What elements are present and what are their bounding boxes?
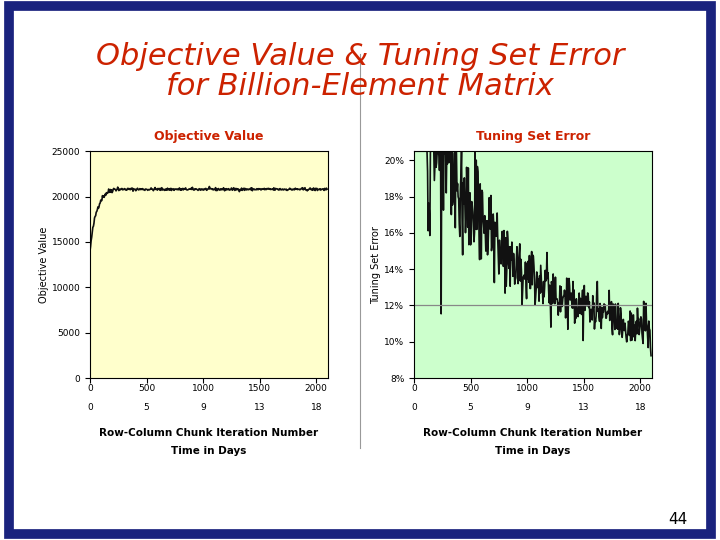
Text: 0: 0 <box>87 403 93 412</box>
Text: Tuning Set Error: Tuning Set Error <box>476 130 590 143</box>
Y-axis label: Tuning Set Error: Tuning Set Error <box>372 226 382 303</box>
Text: 0: 0 <box>411 403 417 412</box>
Text: 44: 44 <box>668 511 688 526</box>
Text: 5: 5 <box>144 403 150 412</box>
Text: Objective Value & Tuning Set Error: Objective Value & Tuning Set Error <box>96 42 624 71</box>
Text: 13: 13 <box>578 403 590 412</box>
Text: Time in Days: Time in Days <box>495 446 570 456</box>
Text: Time in Days: Time in Days <box>171 446 246 456</box>
Text: 9: 9 <box>200 403 206 412</box>
Text: Row-Column Chunk Iteration Number: Row-Column Chunk Iteration Number <box>99 428 318 438</box>
Text: Objective Value: Objective Value <box>154 130 264 143</box>
Text: 9: 9 <box>524 403 530 412</box>
Text: for Billion-Element Matrix: for Billion-Element Matrix <box>166 72 554 101</box>
Text: Row-Column Chunk Iteration Number: Row-Column Chunk Iteration Number <box>423 428 642 438</box>
Text: 18: 18 <box>634 403 646 412</box>
Text: 5: 5 <box>468 403 474 412</box>
Text: 13: 13 <box>254 403 266 412</box>
Text: 18: 18 <box>310 403 322 412</box>
Y-axis label: Objective Value: Objective Value <box>39 226 49 303</box>
